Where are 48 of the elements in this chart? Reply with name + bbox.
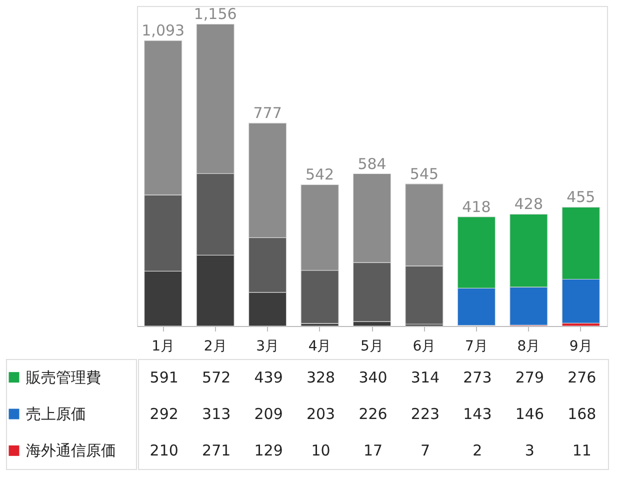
data-label: 439	[254, 368, 283, 386]
total-label: 1,156	[194, 5, 237, 24]
data-label: 279	[515, 368, 544, 386]
legend-label: 海外通信原価	[26, 442, 116, 460]
total-label: 1,093	[142, 22, 185, 40]
data-label: 209	[254, 405, 283, 423]
total-label: 428	[514, 195, 543, 214]
data-label: 11	[572, 442, 592, 460]
data-label: 223	[410, 405, 440, 423]
data-label: 276	[568, 368, 596, 386]
x-tick-label: 6月	[412, 338, 436, 354]
data-label: 7	[420, 442, 430, 460]
total-label: 455	[566, 188, 596, 206]
total-label: 777	[253, 104, 282, 122]
x-tick-label: 8月	[517, 338, 540, 354]
data-label: 292	[150, 405, 178, 423]
data-label: 2	[472, 442, 482, 460]
data-label: 314	[410, 368, 440, 386]
data-label: 143	[463, 405, 492, 423]
data-label: 17	[363, 442, 383, 460]
x-tick-label: 1月	[152, 338, 175, 354]
data-label: 3	[524, 442, 534, 460]
x-tick-label: 5月	[360, 338, 384, 354]
total-label: 418	[462, 198, 491, 216]
data-label: 591	[150, 368, 178, 386]
data-label: 340	[358, 368, 388, 386]
data-label: 271	[202, 442, 231, 460]
data-label: 313	[202, 405, 231, 423]
total-label: 542	[305, 166, 334, 184]
x-tick-label: 3月	[256, 338, 280, 354]
x-tick-label: 9月	[569, 338, 592, 354]
x-tick-label: 4月	[308, 338, 332, 354]
data-label: 146	[515, 405, 544, 423]
data-label: 572	[202, 368, 231, 386]
data-label: 226	[358, 405, 388, 423]
data-label: 328	[306, 368, 336, 386]
total-label: 545	[410, 164, 439, 183]
legend-label: 売上原価	[26, 405, 86, 423]
data-label: 129	[254, 442, 283, 460]
data-label: 203	[306, 405, 336, 423]
data-label: 10	[311, 442, 330, 460]
total-label: 584	[358, 154, 386, 173]
data-label: 168	[568, 405, 596, 423]
x-tick-label: 2月	[204, 338, 227, 354]
x-tick-label: 7月	[464, 338, 488, 354]
legend-label: 販売管理費	[26, 368, 101, 386]
data-label: 273	[463, 368, 492, 386]
data-label: 210	[150, 442, 178, 460]
